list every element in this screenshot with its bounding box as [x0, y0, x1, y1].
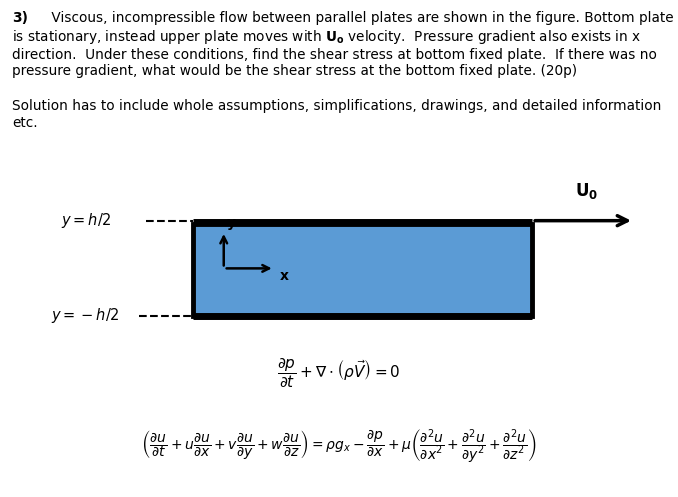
Text: x: x — [279, 269, 288, 283]
Text: $y = h/2$: $y = h/2$ — [61, 211, 112, 230]
Text: 3): 3) — [12, 11, 28, 25]
Text: Viscous, incompressible flow between parallel plates are shown in the figure. Bo: Viscous, incompressible flow between par… — [12, 11, 674, 78]
Text: $\mathbf{U_0}$: $\mathbf{U_0}$ — [575, 181, 598, 201]
Text: $y = -h/2$: $y = -h/2$ — [51, 306, 119, 325]
Bar — [193, 224, 532, 316]
Text: $\dfrac{\partial p}{\partial t} + \nabla \cdot \left(\rho \vec{V}\right) = 0$: $\dfrac{\partial p}{\partial t} + \nabla… — [277, 356, 401, 390]
Text: y: y — [226, 216, 235, 230]
Text: Solution has to include whole assumptions, simplifications, drawings, and detail: Solution has to include whole assumption… — [12, 99, 662, 130]
Text: $\left(\dfrac{\partial u}{\partial t} + u\dfrac{\partial u}{\partial x} + v\dfra: $\left(\dfrac{\partial u}{\partial t} + … — [141, 428, 537, 466]
